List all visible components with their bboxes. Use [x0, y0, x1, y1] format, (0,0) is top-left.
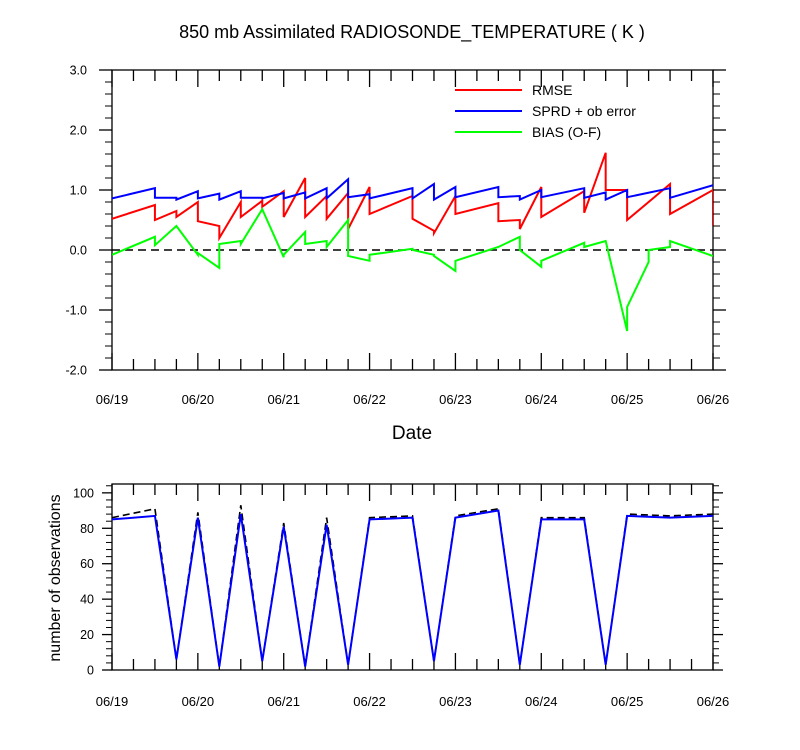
x-tick-label: 06/25 [611, 392, 644, 407]
x-tick-label: 06/23 [439, 392, 472, 407]
series-line-sprd-ob-error [112, 176, 713, 202]
y-tick-label: 1.0 [70, 184, 87, 198]
x-tick-label: 06/26 [697, 694, 730, 709]
y-tick-label: 20 [80, 628, 94, 642]
x-tick-label: 06/24 [525, 694, 558, 709]
y-tick-label: -2.0 [65, 364, 87, 378]
y-tick-label: 60 [80, 557, 94, 571]
top-chart: 06/19 06/20 06/21 06/22 06/23 06/24 06/25 06/26… [65, 64, 729, 408]
series-line-observations-assimilated [112, 509, 713, 667]
x-tick-label: 06/19 [96, 392, 129, 407]
series-line-bias-o-f [112, 207, 713, 332]
x-tick-label: 06/20 [182, 392, 215, 407]
legend: RMSE SPRD + ob error BIAS (O-F) [455, 82, 636, 140]
series-line-rmse [112, 152, 713, 242]
y-tick-label: 0.0 [70, 244, 87, 258]
x-tick-label: 06/22 [353, 694, 386, 709]
series-line-observations-possible [112, 505, 713, 667]
legend-label: RMSE [532, 82, 572, 98]
x-tick-label: 06/22 [353, 392, 386, 407]
plot-frame [111, 483, 714, 671]
y-tick-label: 0 [87, 664, 94, 678]
x-tick-label: 06/20 [182, 694, 215, 709]
y-tick-label: -1.0 [65, 304, 87, 318]
y-tick-label: 80 [80, 522, 94, 536]
x-tick-label: 06/26 [697, 392, 730, 407]
bottom-chart-y-axis-label: number of observations [47, 494, 64, 661]
y-tick-label: 40 [80, 593, 94, 607]
x-tick-label: 06/21 [267, 392, 300, 407]
legend-label: BIAS (O-F) [532, 124, 601, 140]
x-tick-label: 06/23 [439, 694, 472, 709]
legend-label: SPRD + ob error [532, 103, 636, 119]
top-chart-title: 850 mb Assimilated RADIOSONDE_TEMPERATUR… [179, 22, 645, 43]
x-tick-label: 06/25 [611, 694, 644, 709]
bottom-chart: 06/19 06/20 06/21 06/22 06/23 06/24 06/25 06/26… [73, 483, 730, 709]
top-chart-x-axis-label: Date [392, 423, 432, 444]
y-tick-label: 3.0 [70, 64, 87, 78]
y-tick-label: 2.0 [70, 124, 87, 138]
x-tick-label: 06/24 [525, 392, 558, 407]
y-tick-label: 100 [73, 486, 94, 500]
x-tick-label: 06/21 [267, 694, 300, 709]
x-tick-label: 06/19 [96, 694, 129, 709]
